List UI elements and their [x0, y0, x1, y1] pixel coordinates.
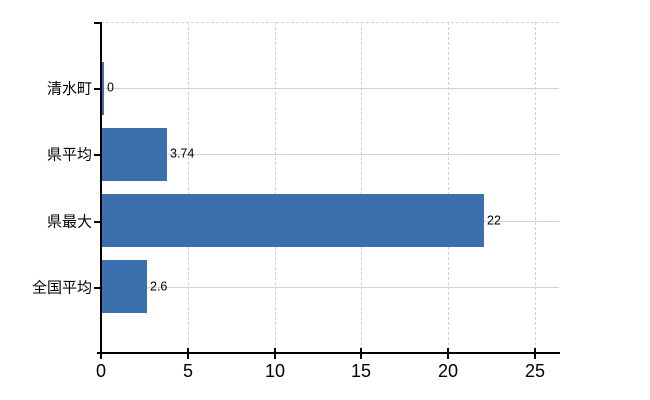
x-tick — [100, 348, 102, 359]
y-tick — [94, 22, 101, 24]
x-axis-line — [97, 352, 560, 354]
x-tick-label: 15 — [350, 361, 372, 381]
bar — [102, 194, 484, 247]
y-tick — [94, 154, 101, 156]
bar-value-label: 3.74 — [170, 146, 195, 161]
category-label: 県最大 — [46, 213, 92, 231]
x-tick-label: 5 — [182, 361, 194, 381]
category-label: 県平均 — [46, 146, 92, 164]
y-tick — [94, 221, 101, 223]
x-tick — [447, 348, 449, 359]
x-tick — [534, 348, 536, 359]
bar — [102, 128, 167, 181]
x-tick — [187, 348, 189, 359]
x-tick-label: 0 — [95, 361, 107, 381]
h-gridline — [102, 88, 559, 89]
v-gridline — [361, 22, 362, 353]
bar-value-label: 2.6 — [150, 279, 168, 294]
x-tick — [274, 348, 276, 359]
y-tick — [94, 88, 101, 90]
y-tick — [94, 287, 101, 289]
y-axis-line — [100, 22, 102, 353]
h-gridline — [102, 287, 559, 288]
v-gridline — [188, 22, 189, 353]
x-tick-label: 10 — [264, 361, 286, 381]
bar-value-label: 22 — [487, 213, 501, 228]
v-gridline — [448, 22, 449, 353]
category-label: 清水町 — [46, 80, 92, 98]
bar-value-label: 0 — [107, 80, 114, 95]
plot-top-border — [101, 22, 559, 23]
v-gridline — [275, 22, 276, 353]
v-gridline — [535, 22, 536, 353]
x-tick-label: 25 — [524, 361, 546, 381]
x-tick — [360, 348, 362, 359]
category-label: 全国平均 — [31, 279, 92, 297]
x-tick-label: 20 — [437, 361, 459, 381]
bar — [102, 260, 147, 313]
bar — [102, 62, 104, 115]
h-gridline — [102, 154, 559, 155]
